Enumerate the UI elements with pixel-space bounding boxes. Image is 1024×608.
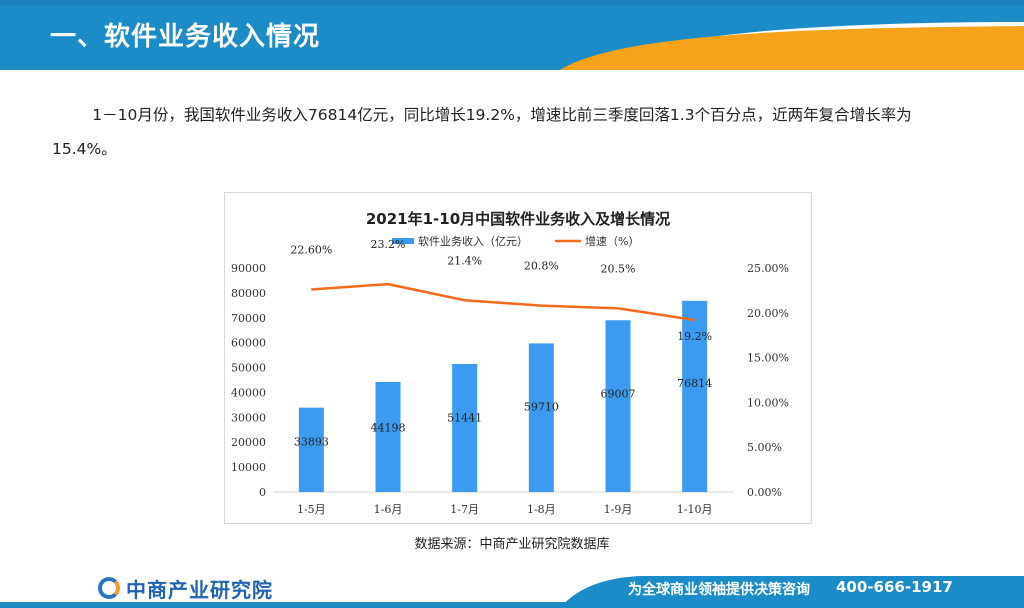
y-left-tick: 50000 — [231, 362, 266, 375]
footer-phone: 400-666-1917 — [836, 578, 953, 596]
y-right-tick: 10.00% — [747, 396, 789, 409]
legend-swatch-bar — [392, 238, 414, 244]
chart-title: 2021年1-10月中国软件业务收入及增长情况 — [366, 210, 670, 228]
line-value-label: 20.5% — [601, 262, 636, 275]
legend-label-bar: 软件业务收入（亿元） — [418, 234, 528, 248]
footer-slogan: 为全球商业领袖提供决策咨询 — [628, 582, 810, 598]
bar-value-label: 76814 — [677, 377, 712, 390]
y-right-tick: 15.00% — [747, 352, 789, 365]
x-tick-label: 1-9月 — [604, 503, 633, 516]
chart-container: 2021年1-10月中国软件业务收入及增长情况软件业务收入（亿元） 增速（%） 0 1… — [224, 192, 812, 524]
line-value-label: 21.4% — [447, 254, 482, 267]
line-value-label: 20.8% — [524, 260, 559, 273]
y-left-tick: 0 — [259, 486, 266, 499]
x-tick-label: 1-6月 — [374, 503, 403, 516]
page-title: 一、软件业务收入情况 — [50, 22, 321, 52]
x-tick-label: 1-5月 — [297, 503, 326, 516]
y-right-tick: 20.00% — [747, 307, 789, 320]
growth-line — [311, 282, 695, 322]
y-left-tick: 40000 — [231, 386, 266, 399]
y-left-tick: 10000 — [231, 461, 266, 474]
logo-icon — [98, 577, 120, 599]
y-left-tick: 20000 — [231, 436, 266, 449]
y-left-tick: 60000 — [231, 337, 266, 350]
y-left-tick: 30000 — [231, 411, 266, 424]
bar-value-label: 33893 — [294, 436, 329, 449]
bar — [298, 407, 324, 492]
line-value-label: 22.60% — [290, 244, 332, 257]
logo-text: 中商产业研究院 — [126, 577, 273, 602]
y-right-tick: 0.00% — [747, 486, 782, 499]
bar — [375, 381, 401, 492]
bar-value-label: 69007 — [601, 388, 636, 401]
y-left-tick: 70000 — [231, 312, 266, 325]
footer-bar — [0, 572, 1024, 608]
x-tick-label: 1-7月 — [450, 503, 479, 516]
bar — [528, 343, 554, 492]
intro-paragraph: 1－10月份，我国软件业务收入76814亿元，同比增长19.2%，增速比前三季度… — [52, 106, 912, 158]
line-value-label: 23.2% — [371, 238, 406, 251]
y-right-tick: 5.00% — [747, 441, 782, 454]
legend-label-line: 增速（%） — [585, 234, 639, 248]
y-right-tick: 25.00% — [747, 262, 789, 275]
bar-value-label: 51441 — [447, 412, 482, 425]
bar — [452, 363, 478, 492]
x-tick-label: 1-8月 — [527, 503, 556, 516]
y-left-tick: 80000 — [231, 287, 266, 300]
line-value-label: 19.2% — [677, 330, 712, 343]
y-left-tick: 90000 — [231, 262, 266, 275]
bar — [682, 300, 708, 492]
bar-value-label: 44198 — [371, 421, 406, 434]
header-background — [0, 0, 1024, 70]
x-tick-label: 1-10月 — [677, 503, 713, 516]
footer-background — [0, 572, 1024, 608]
data-source: 数据来源：中商产业研究院数据库 — [414, 537, 610, 552]
bar-value-label: 59710 — [524, 400, 559, 413]
brand-logo: 中商产业研究院 — [98, 575, 273, 602]
bar — [605, 320, 631, 492]
header-banner: 一、软件业务收入情况 — [0, 0, 1024, 70]
